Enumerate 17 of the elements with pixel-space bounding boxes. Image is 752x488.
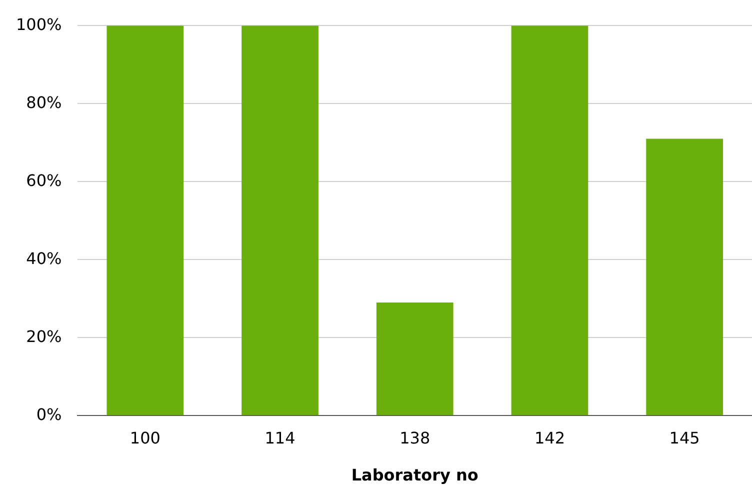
x-tick-label: 114	[264, 428, 296, 448]
x-tick-label: 145	[669, 428, 700, 448]
y-tick-label: 100%	[16, 14, 62, 34]
x-axis-title: Laboratory no	[351, 466, 478, 485]
y-tick-label: 80%	[26, 92, 62, 112]
bar	[646, 138, 724, 416]
x-tick-label: 142	[534, 428, 565, 448]
bar	[376, 302, 454, 416]
bar	[511, 26, 588, 416]
y-tick-label: 60%	[26, 170, 62, 190]
y-tick-label: 0%	[36, 404, 62, 424]
bar	[106, 26, 184, 416]
x-tick-label: 100	[130, 428, 160, 448]
x-tick-label: 138	[400, 428, 430, 448]
y-tick-label: 20%	[26, 326, 62, 346]
y-tick-label: 40%	[26, 248, 62, 268]
bar	[242, 26, 318, 416]
